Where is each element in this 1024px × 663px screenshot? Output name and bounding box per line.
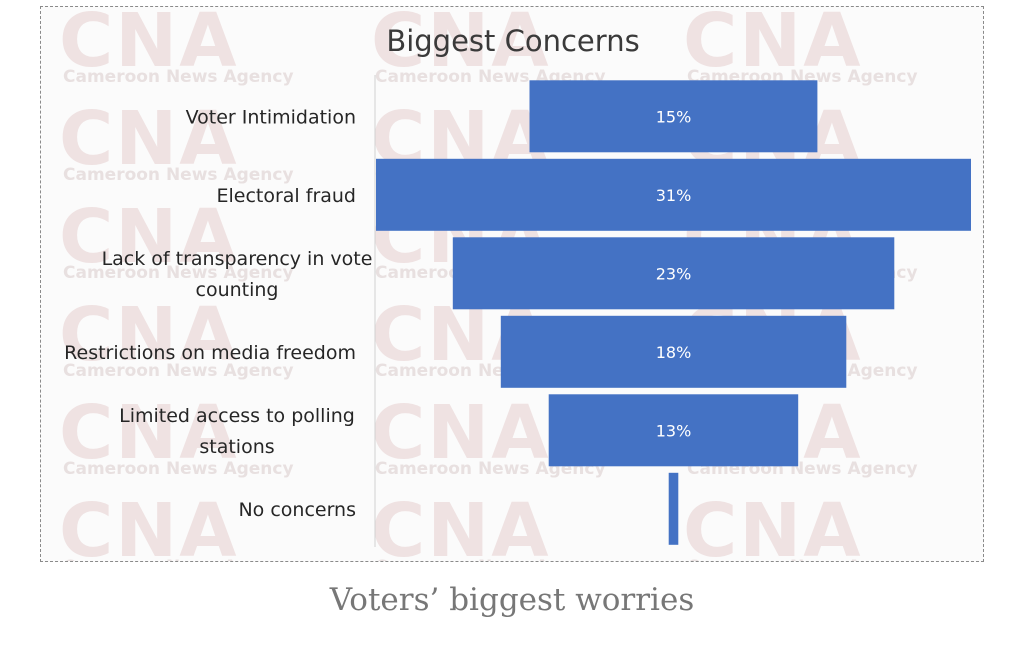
category-label-line: counting: [196, 279, 279, 301]
category-label-line: No concerns: [238, 499, 356, 521]
category-label: Lack of transparency in vote counting: [102, 248, 373, 301]
watermark-agency-text: Cameroon News Agency: [375, 557, 606, 561]
category-label-line: Electoral fraud: [216, 185, 356, 207]
watermark-logo: CNA: [371, 488, 551, 562]
bar: [529, 80, 818, 153]
category-label-line: Restrictions on media freedom: [64, 342, 356, 364]
watermark-logo: CNA: [59, 96, 239, 182]
bars-group: [376, 80, 971, 545]
watermark-agency-text: Cameroon News Agency: [63, 165, 294, 185]
chart-frame: CNA Cameroon News Agency CNA Cameroon News …: [40, 6, 984, 562]
chart-title: Biggest Concerns: [386, 24, 639, 58]
data-label: 18%: [656, 343, 692, 362]
data-label: 13%: [656, 421, 692, 440]
bar: [452, 237, 895, 310]
category-label-line: Voter Intimidation: [186, 106, 356, 128]
watermark-logo: CNA: [683, 6, 863, 84]
category-label: Limited access to polling stations: [119, 405, 355, 458]
watermark-agency-text: Cameroon News Agency: [63, 263, 294, 283]
watermark-agency-text: Cameroon News Agency: [63, 557, 294, 561]
data-label: 31%: [656, 186, 692, 205]
figure-caption: Voters’ biggest worries: [329, 582, 695, 618]
category-label: No concerns: [238, 499, 356, 521]
watermark-logo: CNA: [683, 488, 863, 562]
category-label-line: stations: [199, 436, 274, 458]
watermark-logo: CNA: [59, 488, 239, 562]
watermark-agency-text: Cameroon News Agency: [63, 67, 294, 87]
watermark-logo: CNA: [371, 6, 551, 84]
category-label: Electoral fraud: [216, 185, 356, 207]
watermark-logo: CNA: [59, 292, 239, 378]
watermark-logo: CNA: [59, 6, 239, 84]
category-label-line: Lack of transparency in vote: [102, 248, 373, 270]
watermark-agency-text: Cameroon News Agency: [63, 361, 294, 381]
data-label: 23%: [656, 264, 692, 283]
watermark-logo: CNA: [371, 390, 551, 476]
category-labels-group: Voter Intimidation Electoral fraud Lack of…: [64, 106, 373, 521]
watermark-agency-text: Cameroon News Agency: [375, 459, 606, 479]
bar: [376, 158, 971, 231]
category-label: Voter Intimidation: [186, 106, 356, 128]
funnel-chart: Biggest Concerns Voter Intimidation Elect…: [64, 24, 971, 547]
bar: [668, 472, 679, 545]
category-label-line: Limited access to polling: [119, 405, 355, 427]
watermark-logo: CNA: [59, 390, 239, 476]
bar: [500, 315, 847, 388]
watermark-agency-text: Cameroon News Agency: [63, 459, 294, 479]
watermark-agency-text: Cameroon News Agency: [687, 557, 918, 561]
category-label: Restrictions on media freedom: [64, 342, 356, 364]
data-label: 15%: [656, 107, 692, 126]
bar: [548, 394, 799, 467]
watermark-logo: CNA: [59, 194, 239, 280]
data-labels-group: 15% 31% 23% 18% 13%: [656, 107, 692, 440]
